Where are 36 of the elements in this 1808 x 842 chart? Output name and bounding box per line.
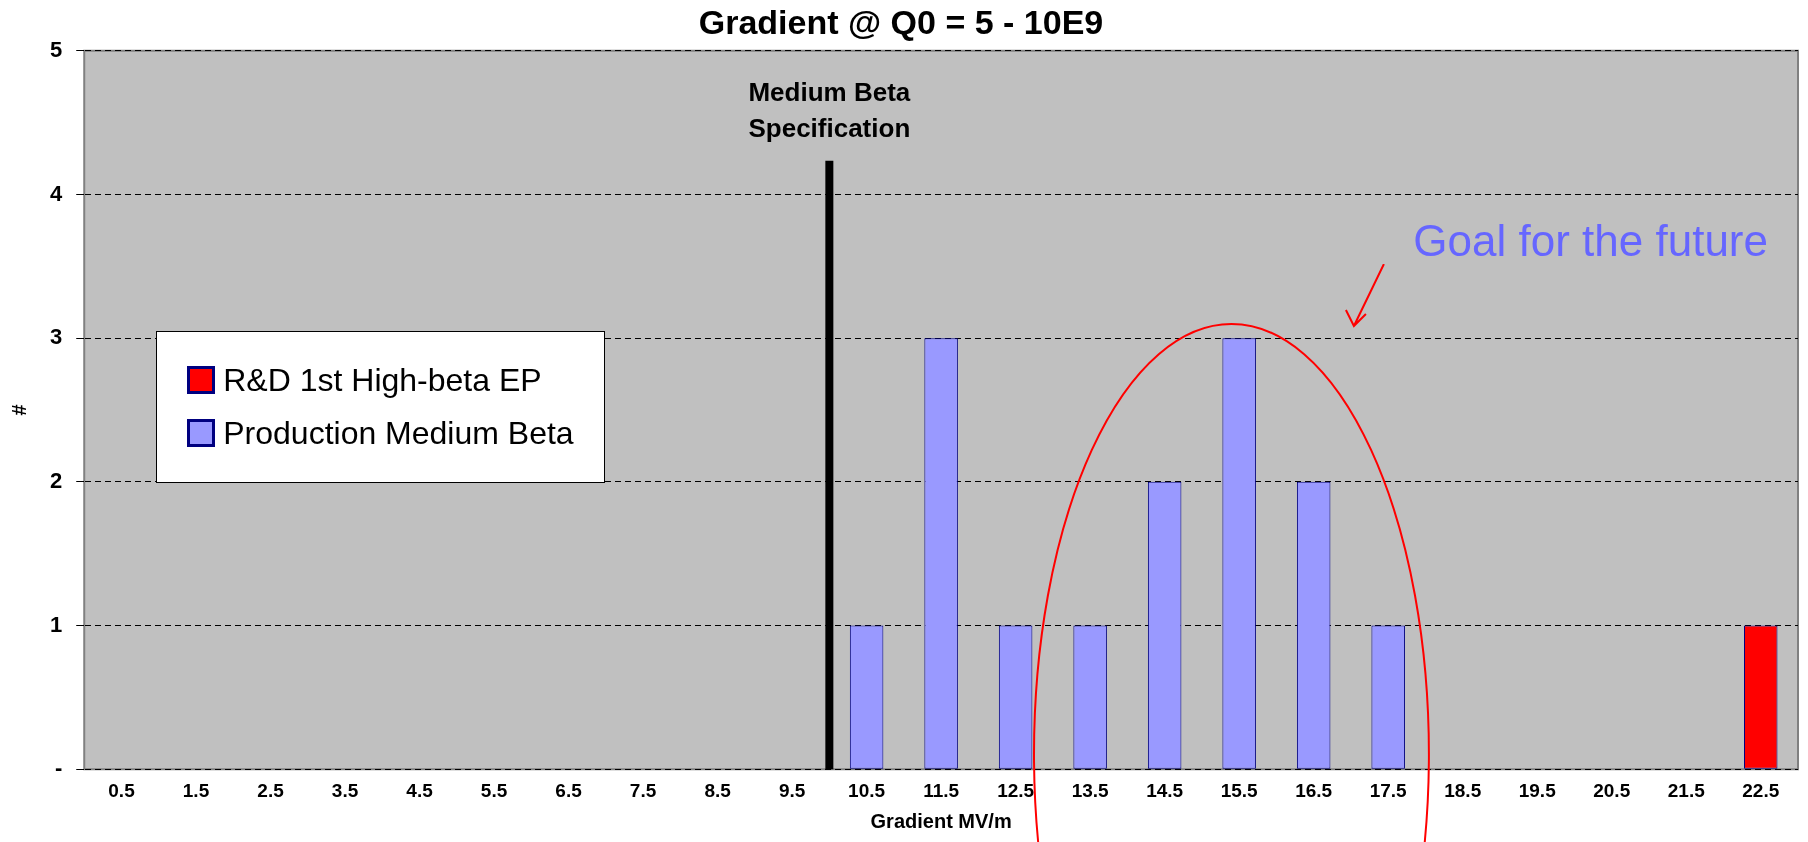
legend-label: Production Medium Beta [223,414,574,452]
y-axis-title: # [7,404,30,416]
x-tick-label: 6.5 [555,779,583,801]
y-tick-label: 1 [49,611,63,637]
x-tick-label: 4.5 [406,779,434,801]
x-tick-label: 22.5 [1742,779,1780,801]
x-tick-label: 8.5 [704,779,732,801]
y-tick-label: 2 [49,467,63,493]
x-tick-label: 21.5 [1667,779,1706,801]
x-tick-label: 15.5 [1220,779,1259,801]
y-tick-label: 4 [49,180,63,206]
x-tick-label: 17.5 [1369,779,1408,801]
y-tick-label: 3 [49,324,63,350]
x-tick-label: 7.5 [629,779,657,801]
legend-label: R&D 1st High-beta EP [223,361,542,399]
x-tick-label: 13.5 [1071,779,1110,801]
x-tick-label: 0.5 [108,779,136,801]
x-tick-label: 3.5 [331,779,359,801]
x-tick-label: 14.5 [1146,779,1184,801]
x-tick-label: 9.5 [778,779,806,801]
ref-line-label: Medium Beta Specification [748,76,911,143]
x-tick-label: 10.5 [848,779,886,801]
y-tick-label: - [54,755,63,781]
x-tick-label: 5.5 [480,779,508,801]
annotation: Goal for the future [1413,216,1768,267]
x-tick-label: 12.5 [997,779,1035,801]
chart-title: Gradient @ Q0 = 5 - 10E9 [698,2,1104,41]
x-tick-label: 19.5 [1518,779,1557,801]
x-axis-title: Gradient MV/m [870,809,1012,832]
x-tick-label: 11.5 [923,779,960,801]
x-tick-label: 2.5 [257,779,285,801]
x-tick-label: 16.5 [1295,779,1333,801]
x-tick-label: 18.5 [1444,779,1482,801]
x-tick-label: 20.5 [1593,779,1631,801]
y-tick-label: 5 [49,36,63,62]
x-tick-label: 1.5 [182,779,210,801]
